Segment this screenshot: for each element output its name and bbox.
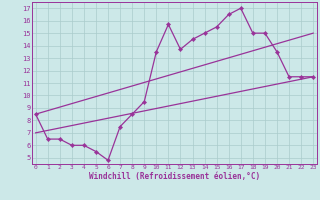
- X-axis label: Windchill (Refroidissement éolien,°C): Windchill (Refroidissement éolien,°C): [89, 172, 260, 181]
